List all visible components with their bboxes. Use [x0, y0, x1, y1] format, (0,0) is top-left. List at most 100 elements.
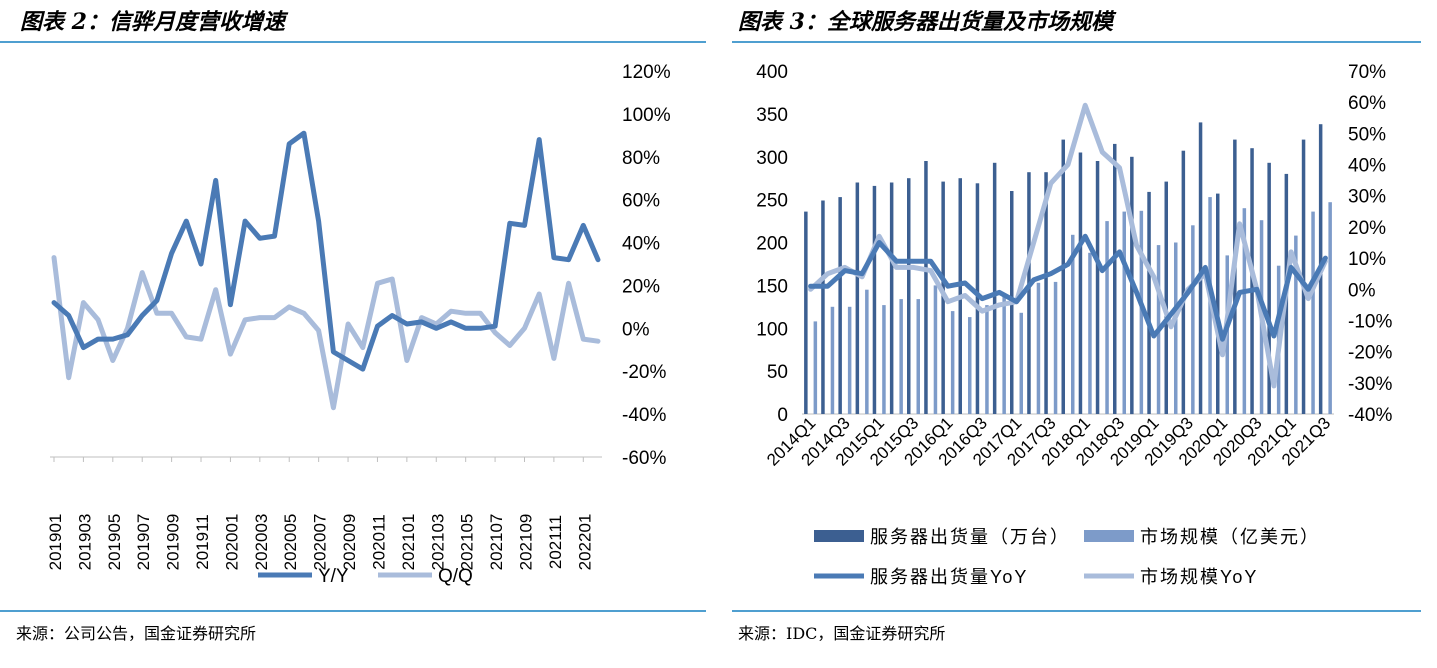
left-y-tick-label: 80% — [622, 148, 660, 169]
right-bar-market-size — [1139, 210, 1144, 414]
right-bar-shipments — [1181, 150, 1186, 414]
right-bar-market-size — [1311, 211, 1315, 414]
right-legend-shipments-label: 服务器出货量（万台） — [870, 527, 1070, 547]
right-bar-shipments — [1250, 148, 1254, 414]
right-right-y-tick-label: 20% — [1348, 218, 1386, 239]
right-bar-shipments — [907, 178, 911, 414]
right-right-y-tick-label: 60% — [1348, 93, 1386, 114]
right-right-y-tick-label: 30% — [1348, 187, 1386, 208]
left-x-tick-label: 202011 — [369, 514, 388, 569]
left-bottom-rule — [0, 610, 706, 612]
left-title-rule — [0, 41, 706, 43]
right-bar-shipments — [889, 182, 894, 414]
right-bar-shipments — [1267, 162, 1271, 414]
right-legend-market-size-label: 市场规模（亿美元） — [1140, 527, 1320, 547]
left-source: 来源：公司公告，国金证券研究所 — [16, 624, 257, 643]
right-bar-market-size — [847, 306, 852, 414]
right-bar-market-size — [865, 289, 869, 414]
left-y-tick-label: 20% — [622, 276, 660, 297]
left-x-tick-label: 202007 — [311, 514, 330, 571]
right-source: 来源：IDC，国金证券研究所 — [738, 624, 946, 643]
right-left-y-tick-label: 400 — [756, 62, 788, 83]
left-y-tick-label: 0% — [622, 319, 650, 340]
right-right-y-tick-label: -30% — [1348, 374, 1392, 395]
right-bar-shipments — [855, 182, 860, 414]
left-x-tick-label: 201909 — [164, 514, 183, 571]
right-bar-shipments — [1164, 181, 1168, 414]
right-bar-market-size — [916, 299, 920, 414]
right-bar-market-size — [1036, 282, 1041, 414]
left-x-tick-label: 202101 — [399, 514, 418, 571]
right-bar-shipments — [992, 162, 997, 414]
right-legend-market-size-yoy-label: 市场规模YoY — [1140, 567, 1258, 587]
left-x-tick-label: 201911 — [193, 514, 212, 569]
right-bar-market-size — [1053, 281, 1058, 414]
left-chart-title: 图表 2：信骅月度营收增速 — [20, 9, 285, 35]
left-x-tick-label: 202001 — [222, 514, 241, 571]
right-legend-market-size-swatch — [1084, 530, 1134, 542]
right-left-y-tick-label: 150 — [756, 276, 788, 297]
left-y-tick-label: -60% — [622, 448, 666, 469]
right-bar-market-size — [968, 317, 972, 414]
right-right-y-tick-label: -10% — [1348, 311, 1392, 332]
right-bar-market-size — [1088, 252, 1092, 414]
right-bar-shipments — [1301, 139, 1306, 414]
left-x-tick-label: 202005 — [281, 514, 300, 571]
right-bar-shipments — [804, 211, 808, 414]
left-series-line-q-q — [51, 255, 601, 411]
right-bar-market-size — [1191, 225, 1195, 414]
right-bar-market-size — [1019, 312, 1023, 414]
right-right-y-tick-label: -40% — [1348, 405, 1392, 426]
right-bar-market-size — [1294, 235, 1298, 414]
right-bar-shipments — [821, 200, 825, 414]
right-bar-market-size — [1105, 221, 1109, 414]
right-bar-market-size — [899, 299, 903, 414]
right-chart-svg: 400 350 300 250 200 150 100 50 0 70% 60% 50% 40% 30% 2… — [756, 62, 1392, 587]
right-bar-market-size — [1071, 234, 1075, 414]
left-x-tick-label: 201903 — [75, 514, 94, 571]
right-bar-shipments — [1095, 161, 1100, 414]
right-bar-shipments — [1078, 152, 1083, 414]
right-right-y-tick-label: 70% — [1348, 62, 1386, 83]
right-line-shipments-yoy — [808, 233, 1328, 342]
right-line-market-size-yoy — [808, 102, 1328, 389]
right-bar-market-size — [1122, 211, 1126, 414]
right-bar-shipments — [1147, 191, 1151, 414]
right-right-y-tick-label: 0% — [1348, 280, 1376, 301]
left-chart-panel: 图表 2：信骅月度营收增速 120% 100% 80% 60% 40% 20% 0% -20%… — [0, 0, 706, 668]
left-y-tick-label: 40% — [622, 234, 660, 255]
right-bar-shipments — [1216, 193, 1220, 414]
right-left-y-tick-label: 50 — [767, 362, 788, 383]
left-x-tick-label: 202009 — [340, 514, 359, 571]
right-left-y-tick-label: 350 — [756, 105, 788, 126]
right-bar-market-size — [985, 305, 989, 414]
left-y-tick-label: -20% — [622, 362, 666, 383]
left-legend-label-q-q: Q/Q — [438, 566, 473, 587]
right-bar-shipments — [1198, 122, 1203, 415]
right-right-y-tick-label: 10% — [1348, 249, 1386, 270]
right-bar-market-size — [882, 305, 886, 414]
right-right-y-tick-label: 40% — [1348, 156, 1386, 177]
left-chart-svg: 120% 100% 80% 60% 40% 20% 0% -20% -40% -60% 201901… — [46, 62, 671, 587]
right-bar-shipments — [1061, 139, 1065, 414]
right-bar-market-size — [1242, 208, 1247, 414]
right-legend-shipments-swatch — [814, 530, 864, 542]
right-chart-panel: 图表 3：全球服务器出货量及市场规模 400 350 300 250 200 150 100… — [732, 0, 1421, 668]
left-x-tick-label: 201907 — [134, 514, 153, 571]
left-y-tick-label: 120% — [622, 62, 671, 83]
right-chart-title: 图表 3：全球服务器出货量及市场规模 — [738, 9, 1113, 35]
left-x-tick-label: 202109 — [516, 514, 535, 571]
right-title-rule — [732, 41, 1421, 43]
left-y-tick-label: -40% — [622, 405, 666, 426]
right-bar-shipments — [838, 197, 842, 414]
left-x-tick-label: 202003 — [252, 514, 271, 571]
right-bar-market-size — [933, 285, 938, 414]
right-bottom-rule — [732, 610, 1421, 612]
right-bar-market-size — [950, 311, 955, 414]
right-bar-shipments — [1044, 172, 1048, 414]
left-x-tick-label: 202201 — [575, 514, 594, 571]
right-bar-market-size — [1002, 296, 1006, 414]
right-left-y-tick-label: 250 — [756, 191, 788, 212]
right-left-y-tick-label: 0 — [777, 405, 788, 426]
left-x-tick-label: 202111 — [546, 515, 565, 569]
